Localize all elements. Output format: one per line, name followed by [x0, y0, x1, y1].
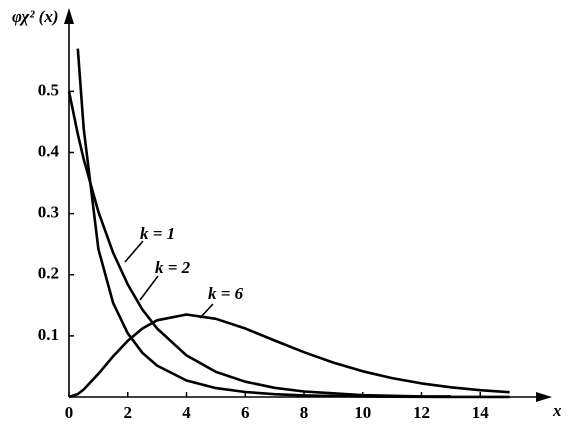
series-line: [68, 313, 510, 399]
series-line: [67, 91, 451, 398]
y-axis-arrow: [64, 8, 74, 24]
leader-line: [139, 275, 159, 301]
x-tick-label: 0: [65, 403, 74, 422]
x-axis-arrow: [536, 392, 552, 402]
series-label: k = 2: [155, 258, 191, 277]
x-tick-label: 14: [472, 403, 490, 422]
y-tick-label: 0.3: [38, 203, 59, 222]
x-tick-label: 10: [354, 403, 371, 422]
y-axis-label: φχ² (x): [12, 7, 59, 26]
series-label: k = 6: [208, 284, 244, 303]
x-axis-label: x: [552, 401, 562, 420]
y-tick-label: 0.2: [38, 264, 59, 283]
y-tick-label: 0.5: [38, 80, 59, 99]
x-tick-label: 8: [300, 403, 309, 422]
x-tick-label: 4: [182, 403, 191, 422]
x-tick-label: 12: [413, 403, 430, 422]
x-tick-label: 2: [124, 403, 133, 422]
leader-line: [124, 240, 144, 263]
x-tick-label: 6: [241, 403, 250, 422]
y-tick-label: 0.4: [38, 141, 60, 160]
y-tick-label: 0.1: [38, 325, 59, 344]
series-label: k = 1: [140, 224, 175, 243]
